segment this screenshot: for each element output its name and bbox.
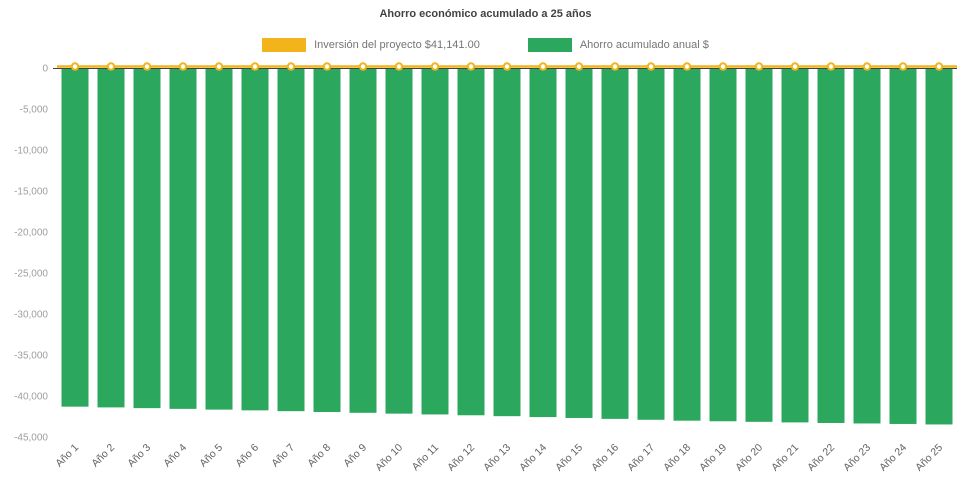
line-marker-año-11[interactable] (430, 62, 440, 71)
line-marker-año-19[interactable] (718, 62, 728, 71)
bar-año-14[interactable] (529, 68, 557, 418)
x-tick-label: Año 12 (445, 442, 477, 474)
x-tick-label: Año 23 (841, 442, 873, 474)
bar-año-11[interactable] (421, 68, 449, 415)
line-marker-año-22[interactable] (826, 62, 836, 71)
x-tick-label: Año 21 (769, 442, 801, 474)
bar-año-21[interactable] (781, 68, 809, 423)
line-marker-año-10[interactable] (394, 62, 404, 71)
bar-año-20[interactable] (745, 68, 773, 422)
y-tick-label: -35,000 (14, 351, 48, 362)
bar-año-25[interactable] (925, 68, 953, 425)
bar-año-1[interactable] (61, 68, 89, 407)
y-tick-label: -10,000 (14, 146, 48, 157)
x-tick-label: Año 6 (233, 442, 261, 470)
y-tick-label: -30,000 (14, 310, 48, 321)
x-tick-label: Año 2 (89, 442, 117, 470)
line-marker-año-5[interactable] (214, 62, 224, 71)
x-tick-label: Año 13 (481, 442, 513, 474)
bar-año-15[interactable] (565, 68, 593, 418)
line-marker-año-7[interactable] (286, 62, 296, 71)
line-marker-año-3[interactable] (142, 62, 152, 71)
bar-año-13[interactable] (493, 68, 521, 417)
legend-label-ahorro: Ahorro acumulado anual $ (579, 39, 709, 51)
y-tick-label: -5,000 (20, 105, 49, 116)
legend-swatch-ahorro (527, 38, 572, 52)
x-tick-label: Año 17 (625, 442, 657, 474)
x-tick-label: Año 22 (805, 442, 837, 474)
bar-año-18[interactable] (673, 68, 701, 421)
x-tick-label: Año 8 (305, 442, 333, 470)
bar-año-2[interactable] (97, 68, 125, 408)
bar-año-5[interactable] (205, 68, 233, 410)
x-tick-label: Año 11 (410, 442, 442, 474)
x-tick-label: Año 1 (53, 442, 81, 470)
legend-label-inversion: Inversión del proyecto $41,141.00 (314, 39, 480, 51)
x-tick-label: Año 15 (553, 442, 585, 474)
line-marker-año-9[interactable] (358, 62, 368, 71)
x-tick-label: Año 10 (373, 442, 405, 474)
x-tick-label: Año 9 (341, 442, 369, 470)
x-tick-label: Año 16 (589, 442, 621, 474)
chart-legend: Inversión del proyecto $41,141.00 Ahorro… (0, 38, 971, 52)
legend-item-ahorro[interactable]: Ahorro acumulado anual $ (527, 38, 709, 52)
bar-año-24[interactable] (889, 68, 917, 424)
line-marker-año-25[interactable] (934, 62, 944, 71)
x-tick-label: Año 19 (697, 442, 729, 474)
y-tick-label: -20,000 (14, 228, 48, 239)
line-marker-año-18[interactable] (682, 62, 692, 71)
line-marker-año-8[interactable] (322, 62, 332, 71)
line-marker-año-24[interactable] (898, 62, 908, 71)
y-tick-label: -45,000 (14, 433, 48, 444)
line-marker-año-13[interactable] (502, 62, 512, 71)
bar-año-9[interactable] (349, 68, 377, 413)
x-tick-label: Año 24 (877, 442, 909, 474)
bar-año-6[interactable] (241, 68, 269, 411)
bar-año-10[interactable] (385, 68, 413, 414)
line-marker-año-14[interactable] (538, 62, 548, 71)
bar-año-12[interactable] (457, 68, 485, 416)
bar-año-17[interactable] (637, 68, 665, 420)
legend-item-inversion[interactable]: Inversión del proyecto $41,141.00 (262, 38, 480, 52)
bar-año-8[interactable] (313, 68, 341, 412)
x-tick-label: Año 18 (661, 442, 693, 474)
bar-año-22[interactable] (817, 68, 845, 423)
y-tick-label: -15,000 (14, 187, 48, 198)
line-marker-año-16[interactable] (610, 62, 620, 71)
legend-swatch-inversion (262, 38, 307, 52)
bar-año-16[interactable] (601, 68, 629, 419)
x-tick-label: Año 14 (517, 442, 549, 474)
line-marker-año-1[interactable] (70, 62, 80, 71)
bar-año-7[interactable] (277, 68, 305, 412)
y-tick-label: -25,000 (14, 269, 48, 280)
line-marker-año-17[interactable] (646, 62, 656, 71)
line-marker-año-23[interactable] (862, 62, 872, 71)
y-tick-label: 0 (42, 64, 48, 75)
bar-año-19[interactable] (709, 68, 737, 422)
line-marker-año-20[interactable] (754, 62, 764, 71)
x-tick-label: Año 3 (125, 442, 153, 470)
x-tick-label: Año 4 (161, 442, 189, 470)
x-tick-label: Año 7 (269, 442, 297, 470)
line-marker-año-2[interactable] (106, 62, 116, 71)
line-marker-año-21[interactable] (790, 62, 800, 71)
line-marker-año-12[interactable] (466, 62, 476, 71)
line-marker-año-15[interactable] (574, 62, 584, 71)
x-tick-label: Año 5 (197, 442, 225, 470)
bar-año-23[interactable] (853, 68, 881, 424)
chart-title: Ahorro económico acumulado a 25 años (379, 8, 592, 20)
line-marker-año-6[interactable] (250, 62, 260, 71)
x-tick-label: Año 20 (733, 442, 765, 474)
line-marker-año-4[interactable] (178, 62, 188, 71)
bar-año-3[interactable] (133, 68, 161, 409)
x-tick-label: Año 25 (913, 442, 945, 474)
bar-año-4[interactable] (169, 68, 197, 409)
y-tick-label: -40,000 (14, 392, 48, 403)
